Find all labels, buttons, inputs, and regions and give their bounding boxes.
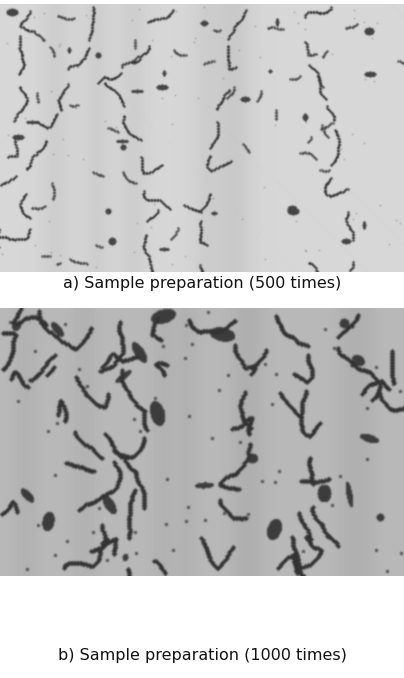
Text: a) Sample preparation (500 times): a) Sample preparation (500 times) <box>63 276 341 291</box>
Text: b) Sample preparation (1000 times): b) Sample preparation (1000 times) <box>57 648 347 663</box>
